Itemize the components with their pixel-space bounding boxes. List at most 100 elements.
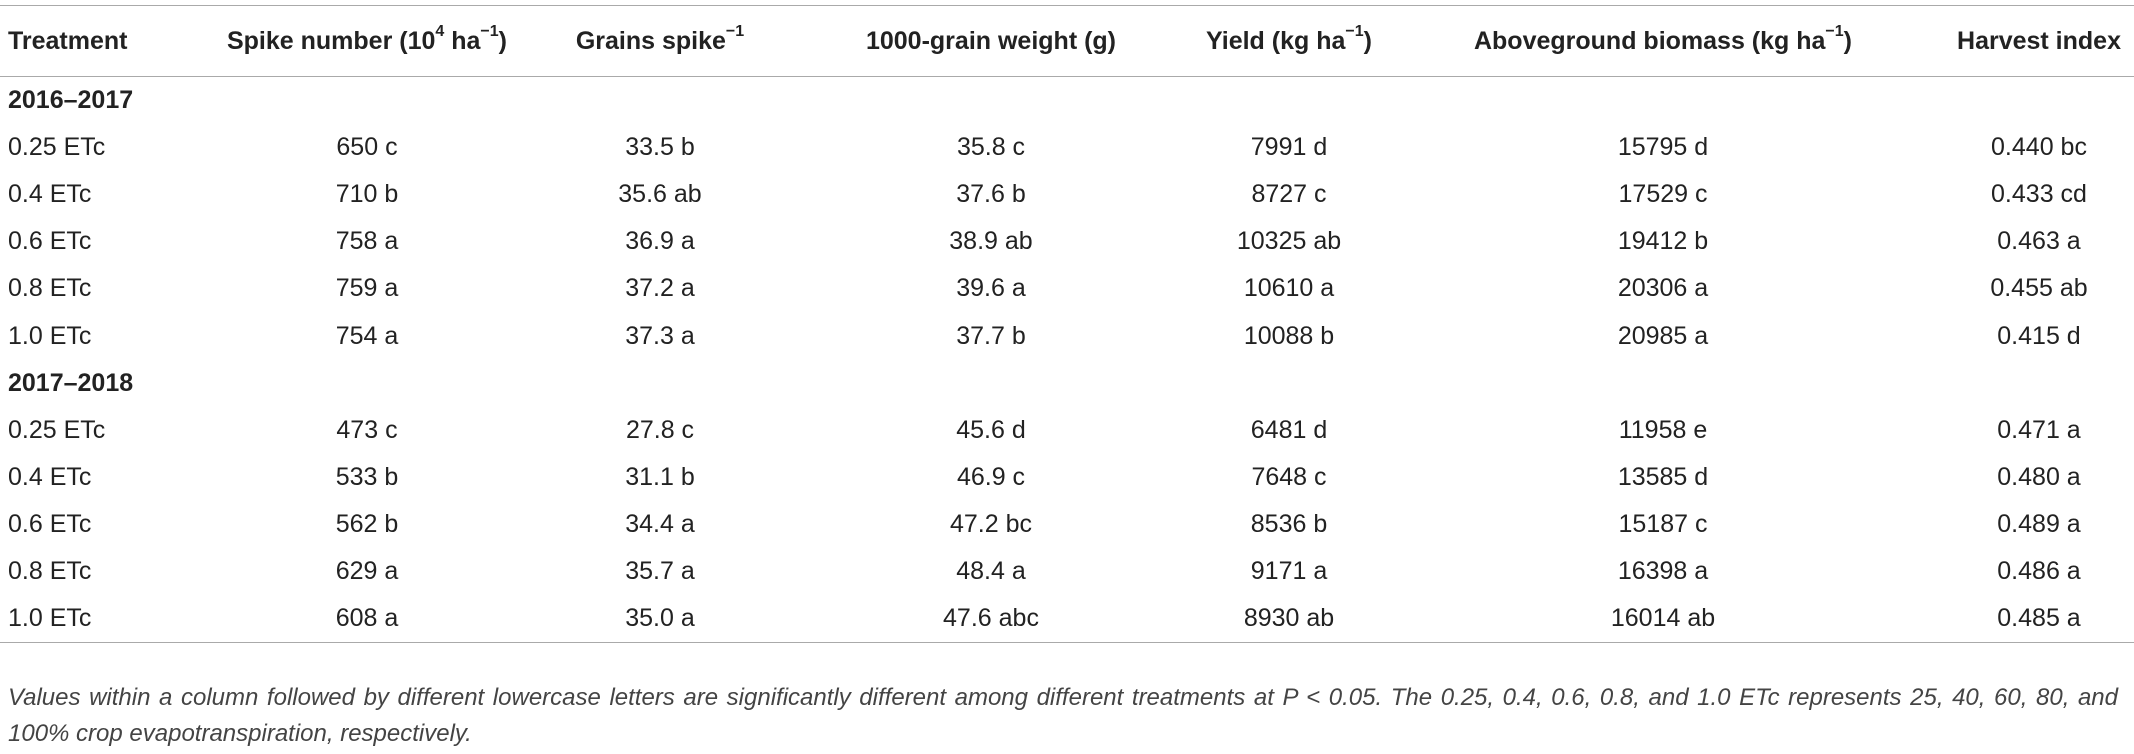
cell: 0.485 a	[1997, 604, 2081, 633]
header-text: Yield (kg ha	[1206, 26, 1346, 55]
cell: 0.415 d	[1997, 321, 2081, 350]
cell: 0.471 a	[1997, 415, 2081, 444]
row-label: 0.6 ETc	[8, 227, 92, 256]
cell: 11958 e	[1618, 415, 1708, 444]
cell: 759 a	[335, 274, 399, 303]
row-label: 0.6 ETc	[8, 510, 92, 539]
section-row: 2016–2017	[0, 77, 2134, 124]
header-text: 1000-grain weight (g)	[865, 26, 1117, 55]
header-text: Grains spike	[575, 26, 726, 55]
data-row: 0.8 ETc 759 a 37.2 a 39.6 a 10610 a 20306 a 0.…	[0, 265, 2134, 312]
cell: 8536 b	[1250, 510, 1328, 539]
cell: 46.9 c	[956, 463, 1026, 492]
cell: 758 a	[335, 227, 399, 256]
cell: 608 a	[335, 604, 399, 633]
superscript: 4	[435, 22, 445, 40]
row-label: 0.8 ETc	[8, 274, 92, 303]
cell: 0.486 a	[1997, 557, 2081, 586]
cell: 0.480 a	[1997, 463, 2081, 492]
header-text: ha	[444, 26, 481, 55]
row-label: 0.4 ETc	[8, 463, 92, 492]
cell: 0.440 bc	[1991, 132, 2087, 161]
data-row: 1.0 ETc 608 a 35.0 a 47.6 abc 8930 ab 16014 a…	[0, 596, 2134, 643]
cell: 35.7 a	[625, 557, 695, 586]
data-table: Treatment Spike number (104 ha−1) Grains s…	[0, 5, 2134, 643]
column-header: Aboveground biomass (kg ha−1)	[1382, 6, 1944, 77]
cell: 8930 ab	[1243, 604, 1335, 633]
cell: 20306 a	[1617, 274, 1709, 303]
header-text: )	[1363, 26, 1372, 55]
cell: 0.455 ab	[1990, 274, 2088, 303]
data-row: 0.25 ETc 650 c 33.5 b 35.8 c 7991 d 15795 d 0.…	[0, 124, 2134, 171]
cell: 19412 b	[1617, 227, 1709, 256]
cell: 8727 c	[1251, 179, 1327, 208]
cell: 0.463 a	[1997, 227, 2081, 256]
cell: 31.1 b	[625, 463, 695, 492]
header-text: )	[498, 26, 507, 55]
cell: 17529 c	[1618, 179, 1708, 208]
header-text: Aboveground biomass (kg ha	[1473, 26, 1826, 55]
cell: 47.2 bc	[949, 510, 1032, 539]
cell: 0.489 a	[1997, 510, 2081, 539]
cell: 37.7 b	[956, 321, 1026, 350]
cell: 33.5 b	[625, 132, 695, 161]
cell: 16398 a	[1617, 557, 1709, 586]
cell: 47.6 abc	[943, 604, 1039, 633]
column-header: Harvest index	[1944, 6, 2134, 77]
cell: 13585 d	[1617, 463, 1709, 492]
cell: 473 c	[336, 415, 398, 444]
row-label: 1.0 ETc	[8, 604, 92, 633]
header-text: Spike number (10	[226, 26, 436, 55]
cell: 6481 d	[1250, 415, 1328, 444]
cell: 10610 a	[1243, 274, 1335, 303]
section-label: 2017–2018	[8, 368, 134, 397]
cell: 15795 d	[1617, 132, 1709, 161]
cell: 9171 a	[1250, 557, 1328, 586]
row-label: 0.25 ETc	[8, 415, 106, 444]
cell: 27.8 c	[625, 415, 695, 444]
column-header: Yield (kg ha−1)	[1196, 6, 1382, 77]
superscript: −1	[1345, 22, 1364, 40]
cell: 7648 c	[1251, 463, 1327, 492]
superscript: −1	[480, 22, 499, 40]
cell: 10325 ab	[1236, 227, 1342, 256]
cell: 629 a	[335, 557, 399, 586]
cell: 533 b	[335, 463, 399, 492]
footnote: Values within a column followed by diffe…	[8, 684, 2118, 747]
cell: 10088 b	[1243, 321, 1335, 350]
data-row: 1.0 ETc 754 a 37.3 a 37.7 b 10088 b 20985 a 0.…	[0, 312, 2134, 359]
cell: 7991 d	[1250, 132, 1328, 161]
data-row: 0.8 ETc 629 a 35.7 a 48.4 a 9171 a 16398 a 0.4…	[0, 548, 2134, 595]
cell: 34.4 a	[625, 510, 695, 539]
cell: 45.6 d	[956, 415, 1026, 444]
row-label: 1.0 ETc	[8, 321, 92, 350]
cell: 37.3 a	[625, 321, 695, 350]
data-row: 0.4 ETc 710 b 35.6 ab 37.6 b 8727 c 17529 c 0.…	[0, 171, 2134, 218]
column-header: Spike number (104 ha−1)	[200, 6, 534, 77]
cell: 37.6 b	[956, 179, 1026, 208]
column-header: 1000-grain weight (g)	[786, 6, 1196, 77]
superscript: −1	[1825, 22, 1844, 40]
cell: 35.8 c	[956, 132, 1026, 161]
data-row: 0.4 ETc 533 b 31.1 b 46.9 c 7648 c 13585 d 0.4…	[0, 454, 2134, 501]
column-header: Grains spike−1	[534, 6, 786, 77]
row-label: 0.4 ETc	[8, 179, 92, 208]
cell: 48.4 a	[956, 557, 1026, 586]
header-text: )	[1843, 26, 1852, 55]
cell: 37.2 a	[625, 274, 695, 303]
header-text: Treatment	[8, 26, 128, 55]
cell: 39.6 a	[956, 274, 1026, 303]
cell: 650 c	[336, 132, 398, 161]
cell: 16014 ab	[1610, 604, 1716, 633]
row-label: 0.8 ETc	[8, 557, 92, 586]
cell: 38.9 ab	[949, 227, 1033, 256]
data-row: 0.6 ETc 758 a 36.9 a 38.9 ab 10325 ab 19412 b…	[0, 218, 2134, 265]
cell: 35.0 a	[625, 604, 695, 633]
cell: 36.9 a	[625, 227, 695, 256]
data-row: 0.6 ETc 562 b 34.4 a 47.2 bc 8536 b 15187 c 0.…	[0, 501, 2134, 548]
superscript: −1	[725, 22, 745, 40]
section-label: 2016–2017	[8, 85, 134, 114]
header-row: Treatment Spike number (104 ha−1) Grains s…	[0, 5, 2134, 77]
cell: 20985 a	[1617, 321, 1709, 350]
